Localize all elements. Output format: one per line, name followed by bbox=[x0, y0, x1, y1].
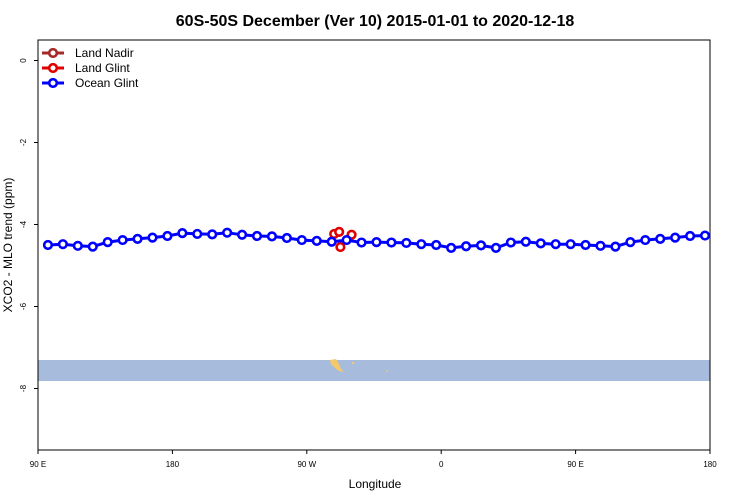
data-point bbox=[416, 239, 427, 250]
data-point bbox=[335, 241, 346, 253]
data-point bbox=[132, 233, 143, 244]
data-point bbox=[655, 233, 666, 244]
data-point bbox=[177, 228, 188, 239]
data-point bbox=[580, 239, 591, 251]
data-point bbox=[281, 232, 292, 244]
data-point bbox=[520, 236, 531, 247]
data-point bbox=[147, 232, 158, 243]
data-point bbox=[371, 237, 382, 248]
data-point bbox=[207, 229, 218, 240]
legend-marker bbox=[47, 77, 59, 89]
x-tick-label: 90 E bbox=[30, 460, 46, 469]
data-point bbox=[72, 240, 83, 251]
data-point bbox=[446, 242, 457, 253]
data-point bbox=[490, 242, 502, 253]
map-ocean-band bbox=[38, 360, 710, 381]
map-land-south-georgia bbox=[386, 370, 388, 372]
map-land-falklands bbox=[351, 361, 355, 365]
data-point bbox=[610, 241, 621, 252]
data-point bbox=[356, 237, 367, 248]
data-point bbox=[625, 237, 636, 248]
legend-label: Land Nadir bbox=[75, 46, 134, 60]
x-axis: 90 E 180 90 W 0 90 E 180 bbox=[30, 450, 717, 469]
data-point bbox=[102, 237, 113, 248]
x-axis-label: Longitude bbox=[349, 477, 402, 491]
data-point bbox=[266, 231, 278, 242]
chart-title: 60S-50S December (Ver 10) 2015-01-01 to … bbox=[176, 13, 575, 30]
data-point bbox=[475, 240, 487, 251]
y-tick-label: -6 bbox=[19, 302, 28, 310]
data-point bbox=[251, 230, 263, 242]
legend-label: Land Glint bbox=[75, 61, 130, 75]
legend-label: Ocean Glint bbox=[75, 76, 139, 90]
data-point bbox=[341, 234, 352, 246]
legend-item: Land Glint bbox=[42, 61, 130, 75]
data-point bbox=[565, 239, 576, 250]
plot-frame bbox=[37, 39, 711, 451]
data-point bbox=[192, 228, 203, 240]
data-point bbox=[460, 241, 472, 252]
x-tick-label: 0 bbox=[439, 460, 444, 469]
data-point bbox=[236, 229, 248, 240]
y-tick-label: 0 bbox=[19, 58, 28, 63]
x-tick-label: 90 W bbox=[297, 460, 316, 469]
data-point bbox=[311, 235, 322, 246]
legend-item: Ocean Glint bbox=[42, 76, 139, 90]
data-point bbox=[431, 239, 442, 251]
series-land-glint bbox=[329, 226, 357, 253]
data-point bbox=[670, 232, 681, 243]
series-layer bbox=[42, 226, 711, 253]
data-point bbox=[296, 234, 307, 246]
x-tick-label: 90 E bbox=[567, 460, 583, 469]
data-point bbox=[334, 226, 345, 237]
map-land-south-america bbox=[330, 359, 344, 372]
data-point bbox=[117, 234, 128, 246]
series-ocean-glint bbox=[42, 227, 711, 253]
data-point bbox=[550, 239, 561, 250]
map-band bbox=[38, 359, 710, 381]
data-point bbox=[684, 230, 696, 242]
x-tick-label: 180 bbox=[166, 460, 180, 469]
legend-item: Land Nadir bbox=[42, 46, 134, 60]
legend-marker bbox=[47, 47, 59, 59]
data-point bbox=[326, 236, 337, 247]
data-point bbox=[57, 239, 68, 250]
y-tick-label: -2 bbox=[19, 138, 28, 146]
y-tick-label: -4 bbox=[19, 220, 28, 228]
legend-marker bbox=[47, 62, 59, 74]
data-point bbox=[595, 240, 606, 251]
data-point bbox=[505, 237, 516, 248]
data-point bbox=[386, 237, 397, 248]
y-axis-label: XCO2 - MLO trend (ppm) bbox=[1, 178, 15, 313]
data-point bbox=[699, 230, 711, 241]
y-axis: 0 -2 -4 -6 -8 bbox=[19, 58, 38, 392]
x-tick-label: 180 bbox=[703, 460, 717, 469]
data-point bbox=[162, 230, 173, 242]
data-point bbox=[222, 227, 233, 238]
y-tick-label: -8 bbox=[19, 384, 28, 392]
data-point bbox=[87, 241, 98, 252]
data-point bbox=[535, 238, 546, 249]
data-point bbox=[401, 237, 412, 249]
data-point bbox=[42, 239, 54, 251]
data-point bbox=[640, 234, 651, 246]
